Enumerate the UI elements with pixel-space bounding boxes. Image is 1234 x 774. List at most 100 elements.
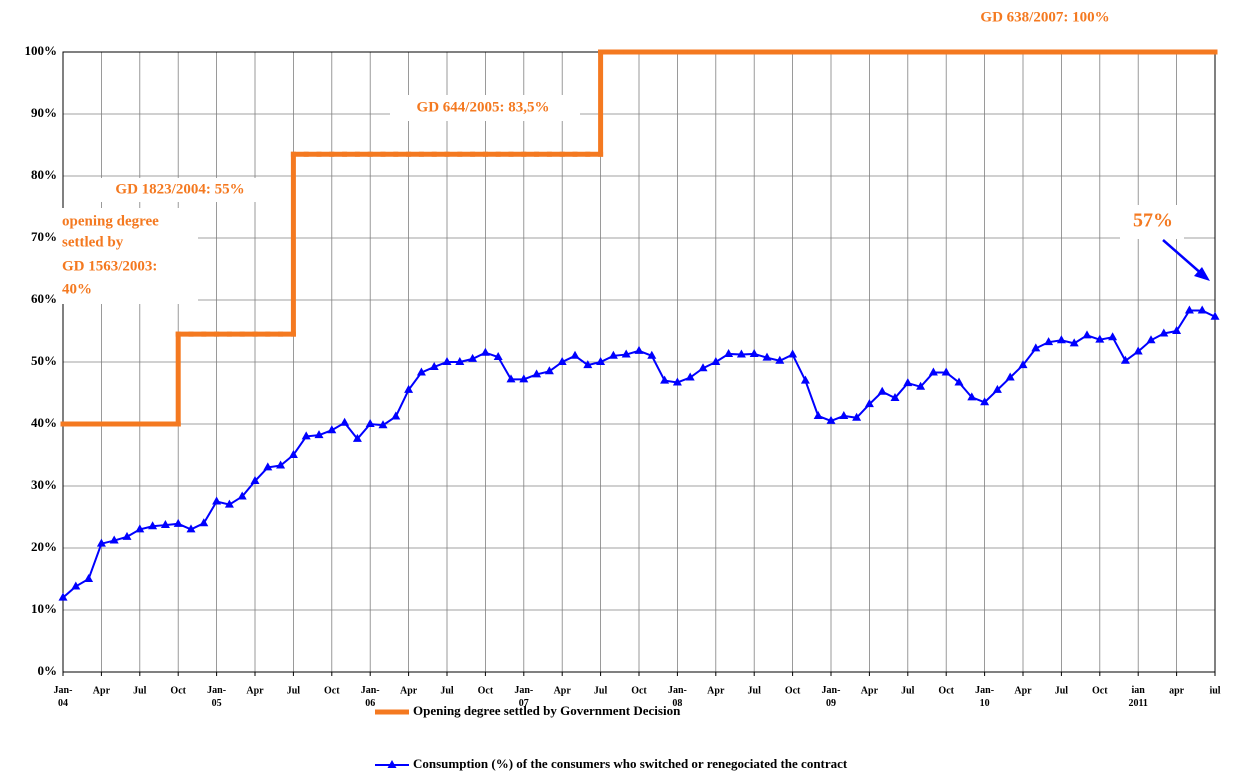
x-tick-label: Jan-06 [361,685,380,709]
marker [71,581,81,590]
x-tick-label: Apr [400,685,418,696]
y-tick-label: 50% [31,353,57,368]
marker [1056,335,1066,344]
marker [583,360,593,369]
y-tick-label: 60% [31,291,57,306]
annotation-box [58,208,198,304]
marker [608,350,618,359]
x-tick-label: Apr [246,685,264,696]
x-tick-label: Oct [478,685,494,696]
legend-label: Opening degree settled by Government Dec… [413,703,681,718]
marker [1133,346,1143,355]
marker [557,357,567,365]
marker [647,350,657,359]
marker [160,520,170,529]
marker [237,491,247,500]
x-tick-label: Apr [861,685,879,696]
x-tick-label: Jul [287,685,301,696]
marker [852,412,862,421]
y-tick-label: 100% [25,43,58,58]
y-tick-label: 70% [31,229,57,244]
marker [1069,338,1079,347]
marker [1044,337,1054,346]
marker [276,460,286,469]
marker [1108,332,1118,341]
marker [570,350,580,359]
marker [352,433,362,442]
marker [429,361,439,370]
marker [980,397,990,406]
marker [212,496,222,505]
marker [1159,328,1169,337]
marker [1082,330,1092,339]
marker [148,521,158,530]
marker [109,535,119,544]
marker [173,518,183,527]
annotation: GD 638/2007: 100% [980,9,1109,25]
marker [314,430,324,439]
x-tick-label: Oct [938,685,954,696]
marker [442,357,452,365]
annotation: 40% [62,281,92,297]
marker [621,349,631,358]
marker [186,524,196,533]
marker [724,348,734,357]
marker [1197,305,1207,314]
marker [711,357,721,365]
marker [288,450,298,458]
x-tick-label: Jul [901,685,915,696]
x-tick-label: Oct [324,685,340,696]
marker [698,363,708,372]
marker [404,384,414,393]
annotation: 57% [1133,210,1173,232]
marker [1031,343,1041,352]
x-tick-label: Apr [93,685,111,696]
marker [135,524,145,533]
marker [340,417,350,426]
marker [941,367,951,376]
marker [1184,305,1194,314]
marker [1018,360,1028,369]
marker [301,431,311,440]
annotation: GD 1823/2004: 55% [115,181,244,197]
x-tick-label: Oct [1092,685,1108,696]
marker [544,366,554,375]
marker [378,420,388,429]
marker [800,375,810,384]
marker [839,410,849,419]
y-tick-label: 90% [31,105,57,120]
annotation: GD 644/2005: 83,5% [417,99,550,115]
x-tick-label: Jan-04 [54,685,73,709]
marker [1005,372,1015,381]
marker [506,374,516,383]
x-tick-label: Jul [133,685,147,696]
x-tick-label: apr [1169,685,1185,696]
annotation-box [1120,205,1184,239]
y-tick-label: 20% [31,539,57,554]
x-tick-label: ian 2011 [1128,685,1147,709]
marker [634,345,644,354]
marker [813,410,823,419]
x-tick-label: Apr [707,685,725,696]
marker [928,367,938,376]
marker [263,462,273,471]
annotation-box [90,178,270,202]
x-tick-label: Jan-08 [668,685,687,709]
x-tick-label: Oct [170,685,186,696]
marker [1172,326,1182,334]
marker [519,374,529,383]
marker [762,352,772,361]
x-tick-label: iul [1209,685,1220,696]
marker [903,378,913,387]
marker [1146,335,1156,344]
x-tick-label: Jan-05 [207,685,226,709]
annotation: GD 1563/2003: [62,258,157,274]
marker [365,419,375,427]
marker [327,425,337,434]
x-tick-label: Jul [594,685,608,696]
marker [58,592,68,601]
x-tick-label: Apr [554,685,572,696]
marker [224,499,234,508]
